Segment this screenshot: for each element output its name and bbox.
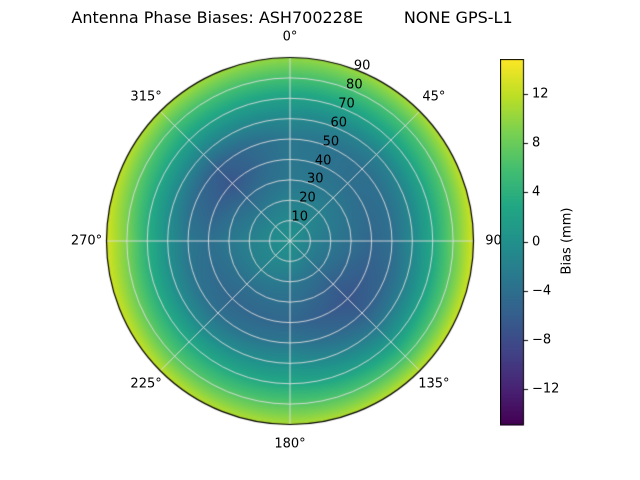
colorbar-tick-label: −8 <box>532 332 552 348</box>
angular-tick-label: 270° <box>70 233 103 248</box>
colorbar-tick-label: 8 <box>532 135 541 151</box>
colorbar <box>500 59 530 426</box>
angular-tick-label: 180° <box>274 436 306 452</box>
colorbar-axis-label: Bias (mm) <box>559 207 575 275</box>
colorbar-tick-label: 12 <box>532 86 549 102</box>
colorbar-tick-label: 4 <box>532 184 541 200</box>
angular-tick-label: 0° <box>282 29 298 45</box>
colorbar-tick-label: 0 <box>532 234 541 249</box>
colorbar-tick-label: −4 <box>532 283 552 299</box>
colorbar-tick-label: −12 <box>532 381 560 397</box>
chart-title: Antenna Phase Biases: ASH700228E NONE GP… <box>71 8 513 27</box>
polar-heatmap <box>100 50 480 431</box>
